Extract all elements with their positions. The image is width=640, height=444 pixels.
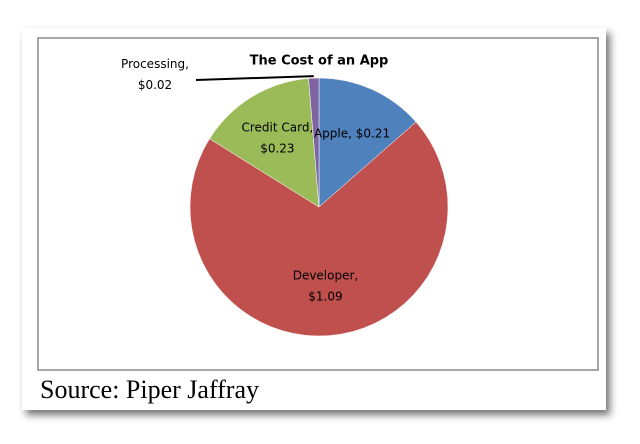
data-label: $0.23 [260, 142, 294, 156]
pie-slice [318, 77, 417, 208]
pie [189, 77, 449, 337]
data-label: $0.02 [138, 78, 172, 92]
data-label: Credit Card, [241, 121, 313, 135]
chart-title: The Cost of an App [250, 54, 389, 69]
data-label: Processing, [121, 57, 189, 71]
leader-line [195, 75, 314, 81]
pie-slice [189, 121, 449, 337]
data-label: $1.09 [308, 290, 342, 304]
data-labels: Apple, $0.21 Developer, $1.09 Credit Card, $… [121, 57, 390, 304]
data-label: Apple, $0.21 [314, 127, 390, 141]
pie-slice [209, 78, 320, 208]
pie-slice [308, 77, 320, 208]
data-label: Developer, [293, 269, 359, 283]
source: Source: Piper Jaffray [40, 375, 259, 404]
